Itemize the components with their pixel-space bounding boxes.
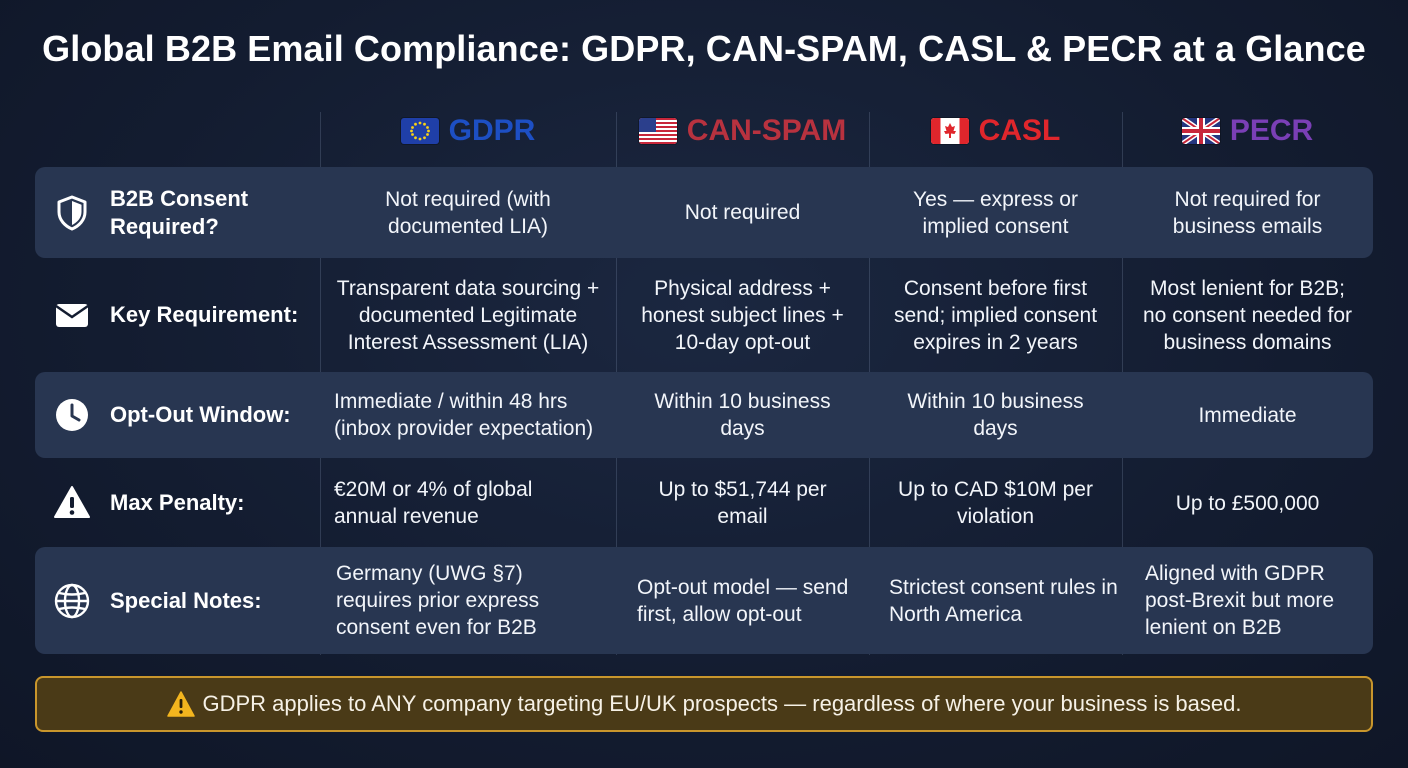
- cell-pecr: Up to £500,000: [1175, 491, 1320, 515]
- cell-can-spam: Within 10 business days: [654, 390, 831, 440]
- shield-icon: [57, 195, 87, 230]
- page-title: Global B2B Email Compliance: GDPR, CAN-S…: [42, 28, 1366, 69]
- cell-casl: Strictest consent rules in North America: [889, 575, 1118, 626]
- clock-icon: [56, 399, 88, 431]
- table-row-max-penalty: Max Penalty: €20M or 4% of global annual…: [35, 460, 1373, 546]
- cell-pecr: Immediate: [1198, 403, 1297, 427]
- cell-pecr: Not required for business emails: [1172, 187, 1323, 238]
- cell-can-spam: Physical address + honest subject lines …: [641, 276, 844, 354]
- column-header-label: CASL: [978, 114, 1061, 147]
- us-flag-icon: [638, 118, 677, 144]
- cell-can-spam: Opt-out model — send first, allow opt-ou…: [637, 575, 849, 626]
- cell-casl: Consent before first send; implied conse…: [893, 276, 1098, 354]
- row-label: Key Requirement:: [110, 302, 299, 327]
- cell-gdpr: Not required (with documented LIA): [385, 187, 551, 238]
- table-row-opt-out: Opt-Out Window: Immediate / within 48 hr…: [35, 372, 1373, 458]
- column-header-label: PECR: [1229, 114, 1314, 147]
- column-header-label: GDPR: [448, 114, 536, 147]
- cell-casl: Up to CAD $10M per violation: [898, 478, 1093, 528]
- warning-banner: GDPR applies to ANY company targeting EU…: [35, 676, 1373, 732]
- row-label: Opt-Out Window:: [110, 402, 291, 427]
- row-label: Special Notes:: [110, 587, 262, 613]
- cell-pecr: Aligned with GDPR post-Brexit but more l…: [1145, 562, 1335, 639]
- warning-icon: [54, 486, 90, 518]
- column-header-pecr: PECR: [1122, 108, 1373, 154]
- cell-can-spam: Not required: [684, 201, 801, 224]
- table-row-special-notes: Special Notes: Germany (UWG §7) requires…: [35, 547, 1373, 654]
- cell-can-spam: Up to $51,744 per email: [658, 478, 827, 528]
- column-header-label: CAN-SPAM: [686, 114, 847, 147]
- cell-gdpr: Immediate / within 48 hrs (inbox provide…: [334, 390, 594, 440]
- warning-icon: [166, 691, 195, 717]
- row-label: B2B Consent Required?: [110, 185, 249, 239]
- uk-flag-icon: [1181, 118, 1220, 144]
- table-row-key-requirement: Key Requirement: Transparent data sourci…: [35, 260, 1373, 370]
- banner-text: GDPR applies to ANY company targeting EU…: [202, 691, 1242, 716]
- cell-pecr: Most lenient for B2B; no consent needed …: [1143, 276, 1352, 354]
- row-label: Max Penalty:: [110, 490, 245, 515]
- column-header-gdpr: GDPR: [320, 108, 616, 154]
- cell-gdpr: €20M or 4% of global annual revenue: [334, 478, 533, 528]
- column-header-casl: CASL: [869, 108, 1122, 154]
- table-row-consent: B2B Consent Required? Not required (with…: [35, 167, 1373, 258]
- eu-flag-icon: [400, 118, 439, 144]
- globe-icon: [54, 583, 90, 618]
- column-header-can-spam: CAN-SPAM: [616, 108, 869, 154]
- canada-flag-icon: [930, 118, 969, 144]
- cell-gdpr: Transparent data sourcing + documented L…: [336, 276, 600, 354]
- cell-casl: Within 10 business days: [907, 390, 1084, 440]
- cell-gdpr: Germany (UWG §7) requires prior express …: [336, 562, 540, 639]
- cell-casl: Yes — express or implied consent: [913, 187, 1078, 238]
- envelope-icon: [55, 304, 89, 327]
